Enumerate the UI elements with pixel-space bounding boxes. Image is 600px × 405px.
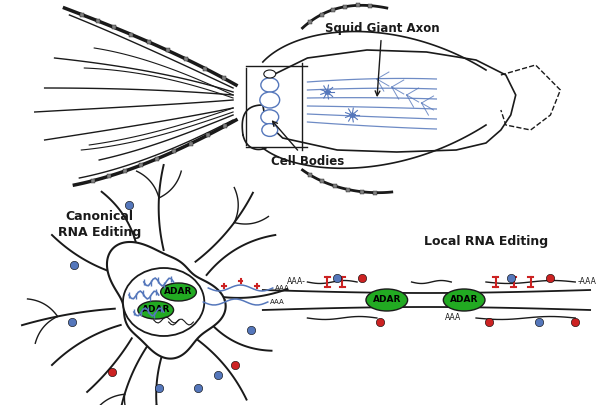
Ellipse shape [264,70,276,78]
Ellipse shape [261,110,278,124]
Text: ADAR: ADAR [450,296,478,305]
Polygon shape [501,65,560,130]
Polygon shape [107,242,226,358]
Ellipse shape [262,124,278,136]
Text: Canonical
RNA Editing: Canonical RNA Editing [58,210,141,239]
Ellipse shape [161,283,196,301]
Ellipse shape [261,78,278,92]
Polygon shape [263,50,516,152]
Text: AAA: AAA [275,285,289,291]
Text: Local RNA Editing: Local RNA Editing [424,235,548,248]
Ellipse shape [123,268,205,336]
Text: ADAR: ADAR [164,288,193,296]
Text: AAA-: AAA- [287,277,305,286]
Text: Cell Bodies: Cell Bodies [271,121,344,168]
Text: AAA: AAA [445,313,461,322]
Text: ADAR: ADAR [373,296,401,305]
Ellipse shape [443,289,485,311]
Text: -AAA: -AAA [577,277,596,286]
Ellipse shape [260,92,280,108]
Text: AAA: AAA [270,299,284,305]
Text: ADAR: ADAR [142,305,170,315]
Ellipse shape [366,289,407,311]
Ellipse shape [138,301,173,319]
Text: Squid Giant Axon: Squid Giant Axon [325,22,439,96]
